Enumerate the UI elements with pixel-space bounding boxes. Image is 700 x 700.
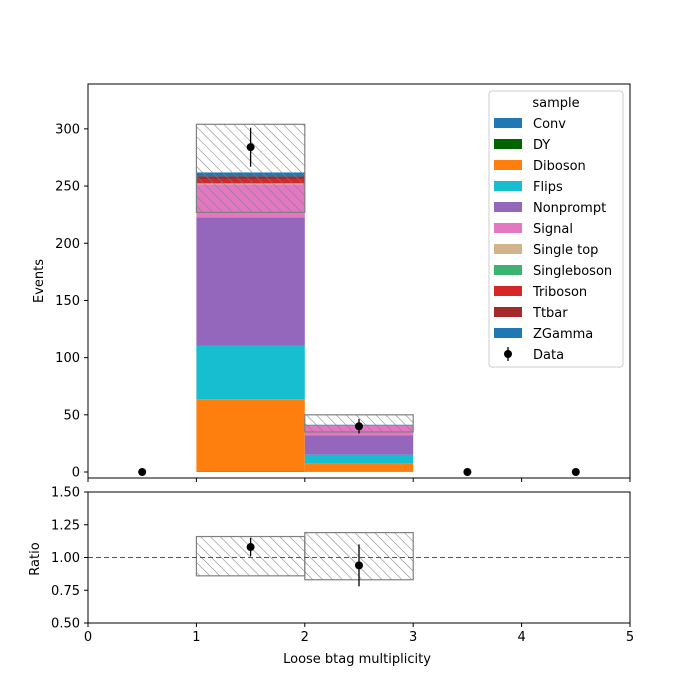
x-axis-label: Loose btag multiplicity [283,652,431,667]
y-tick-label-2: 100 [55,351,80,366]
y-axis-label: Events [32,259,47,303]
data-point-3 [463,468,472,476]
legend-swatch-conv [494,118,522,128]
data-point-1 [246,143,255,152]
data-point-4 [571,468,580,476]
bar-diboson-bin-1 [196,399,305,472]
x-tick-label-2: 2 [301,630,309,645]
legend-label-dy: DY [533,138,550,153]
ratio-point-1 [355,561,363,570]
y-tick-label-4: 200 [55,237,80,252]
legend-label-conv: Conv [533,117,566,132]
legend-label-flips: Flips [533,180,563,195]
legend-swatch-ttbar [494,307,522,317]
y-tick-label-1: 50 [63,408,80,423]
bar-flips-bin-1 [196,345,305,400]
ratio-y-tick-label-0: 0.50 [51,617,80,632]
bar-nonprompt-bin-2 [304,435,414,455]
legend-label-single-top: Single top [533,243,598,258]
bar-nonprompt-bin-1 [196,217,305,346]
data-point-0 [138,468,147,476]
legend-label-diboson: Diboson [533,159,586,174]
ratio-y-tick-label-4: 1.50 [51,486,80,501]
ratio-y-tick-label-1: 0.75 [51,584,80,599]
y-tick-label-6: 300 [55,122,80,137]
y-tick-label-0: 0 [72,466,80,481]
ratio-y-axis-label: Ratio [28,542,43,575]
y-tick-label-5: 250 [55,180,80,195]
legend-swatch-single-top [494,244,522,254]
legend-swatch-nonprompt [494,202,522,212]
ratio-point-0 [246,543,255,552]
main-panel: 0 50 100 150 200 250 300 [55,83,631,482]
legend-label-data: Data [533,348,564,363]
legend-swatch-triboson [494,286,522,296]
legend: sample Conv DY Diboson Flips Nonprompt Signal… [488,90,624,368]
x-tick-label-5: 5 [626,630,634,645]
legend-swatch-diboson [494,160,522,170]
data-point-2 [355,422,363,431]
x-tick-label-0: 0 [84,630,92,645]
legend-swatch-zgamma [494,328,522,338]
legend-swatch-singleboson [494,265,522,275]
legend-label-triboson: Triboson [532,285,587,300]
legend-title: sample [532,96,579,111]
legend-label-signal: Signal [533,222,573,237]
bar-flips-bin-2 [304,454,414,464]
legend-label-singleboson: Singleboson [533,264,612,279]
ratio-y-tick-label-3: 1.25 [51,518,80,533]
legend-frame [488,90,624,368]
y-tick-label-3: 150 [55,294,80,309]
ratio-panel: 0.50 0.75 1.00 1.25 1.50 0 1 2 3 4 5 [51,486,634,646]
legend-swatch-signal [494,223,522,233]
legend-swatch-dy [494,139,522,149]
legend-label-zgamma: ZGamma [533,327,593,342]
legend-data-marker [504,350,512,358]
x-tick-label-1: 1 [192,630,200,645]
legend-label-nonprompt: Nonprompt [533,201,606,216]
ratio-y-tick-label-2: 1.00 [51,551,80,566]
x-tick-label-3: 3 [409,630,417,645]
main-axes-frame [87,83,631,479]
x-tick-label-4: 4 [517,630,525,645]
legend-swatch-flips [494,181,522,191]
legend-label-ttbar: Ttbar [532,306,568,321]
bar-diboson-bin-2 [304,463,414,472]
